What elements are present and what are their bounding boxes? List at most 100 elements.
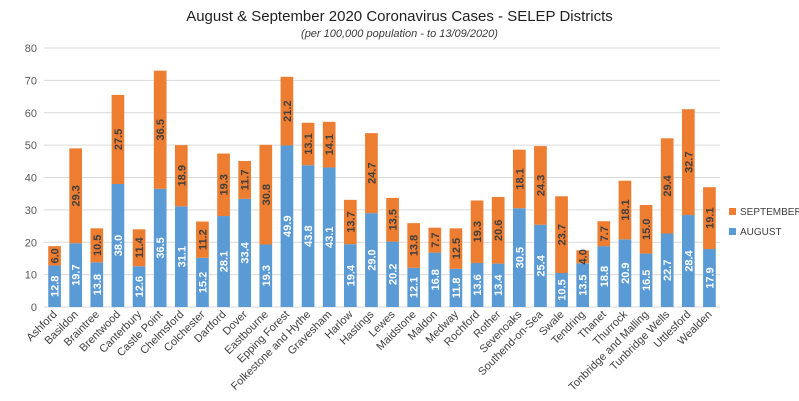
bar-september [386,197,399,242]
bar-august [576,263,590,307]
bar-september [681,109,695,216]
bar-september [90,228,104,263]
bar-september [555,196,568,274]
bar-august [365,213,378,307]
data-label-august: 22.7 [662,260,674,281]
bar-september [132,229,146,267]
bar-september [259,144,273,245]
bar-september [597,221,611,247]
bar-september [174,145,188,207]
bar-august [90,262,104,307]
bar-august [153,188,167,307]
bar-august [111,183,125,307]
legend-label-september: SEPTEMBER [740,207,799,218]
bar-august [280,145,294,307]
bar-september [111,94,125,184]
data-label-august: 10.5 [557,279,569,300]
bar-august [428,252,442,307]
y-tick-label: 40 [25,173,37,185]
data-label-august: 30.5 [514,247,526,268]
bar-september [301,122,315,166]
bar-september [512,149,526,209]
bar-september [343,199,357,245]
data-label-august: 12.1 [409,277,421,298]
bar-august [386,241,399,307]
bar-august [470,262,484,307]
data-label-august: 49.9 [282,216,294,237]
bar-august [555,273,568,307]
data-label-august: 43.8 [303,225,315,246]
data-label-september: 18.1 [514,168,526,189]
data-label-september: 7.7 [430,232,442,247]
bar-august [196,257,209,307]
bar-september [703,187,716,250]
bar-august [597,246,611,307]
data-label-august: 15.2 [197,272,209,293]
data-label-september: 15.0 [641,219,653,240]
bar-august [703,249,716,307]
data-label-september: 36.5 [155,119,167,140]
bar-august [301,165,315,307]
data-label-august: 43.1 [324,227,336,248]
data-label-september: 24.3 [535,175,547,196]
bar-august [681,215,695,307]
legend-label-august: AUGUST [740,227,782,238]
bar-september [153,70,167,189]
data-label-september: 4.0 [578,249,590,264]
bar-august [132,266,146,307]
data-label-september: 19.3 [472,221,484,242]
bar-august [322,167,336,307]
data-label-september: 18.9 [176,165,188,186]
data-label-august: 29.0 [366,249,378,270]
data-label-september: 13.8 [409,235,421,256]
bar-august [69,243,83,307]
data-label-august: 36.5 [155,237,167,258]
bar-september [238,160,252,199]
data-label-august: 28.4 [683,249,695,271]
data-label-september: 11.4 [134,236,146,258]
data-label-august: 19.7 [71,264,83,285]
data-label-september: 13.7 [345,211,357,232]
bar-september [365,133,378,214]
y-tick-label: 80 [25,43,37,55]
chart-title: August & September 2020 Coronavirus Case… [186,8,613,25]
bar-september [69,148,83,244]
y-tick-label: 10 [25,270,37,282]
bar-september [639,205,653,254]
bar-august [174,206,188,307]
bar-august [534,224,547,307]
data-label-september: 27.5 [113,129,125,150]
data-label-september: 14.1 [324,134,336,155]
data-label-september: 32.7 [683,151,695,172]
data-label-september: 29.3 [71,185,83,206]
data-label-september: 30.8 [261,184,273,205]
data-label-august: 12.8 [50,276,62,297]
data-label-september: 6.0 [50,248,62,263]
data-label-august: 13.4 [493,274,505,296]
bar-september [491,196,505,264]
bar-september [618,180,632,240]
data-label-august: 11.8 [451,277,463,298]
bar-september [660,138,674,234]
data-label-august: 18.8 [599,266,611,287]
data-label-september: 20.6 [493,220,505,241]
data-label-september: 18.1 [620,199,632,220]
bar-august [618,239,632,307]
data-label-august: 20.9 [620,262,632,283]
y-tick-label: 0 [31,302,37,314]
bar-august [238,198,252,307]
data-label-august: 25.4 [535,254,547,276]
bar-september [470,200,484,263]
bar-august [449,268,463,307]
data-label-september: 13.1 [303,133,315,154]
bar-september [217,153,230,217]
data-label-august: 19.3 [261,265,273,286]
chart-subtitle: (per 100,000 population - to 13/09/2020) [301,28,498,40]
bar-september [449,228,463,269]
bar-september [534,146,547,225]
data-label-september: 21.2 [282,100,294,121]
data-label-august: 16.8 [430,269,442,290]
y-tick-label: 60 [25,108,37,120]
data-label-september: 24.7 [366,162,378,183]
bar-august [217,216,230,307]
